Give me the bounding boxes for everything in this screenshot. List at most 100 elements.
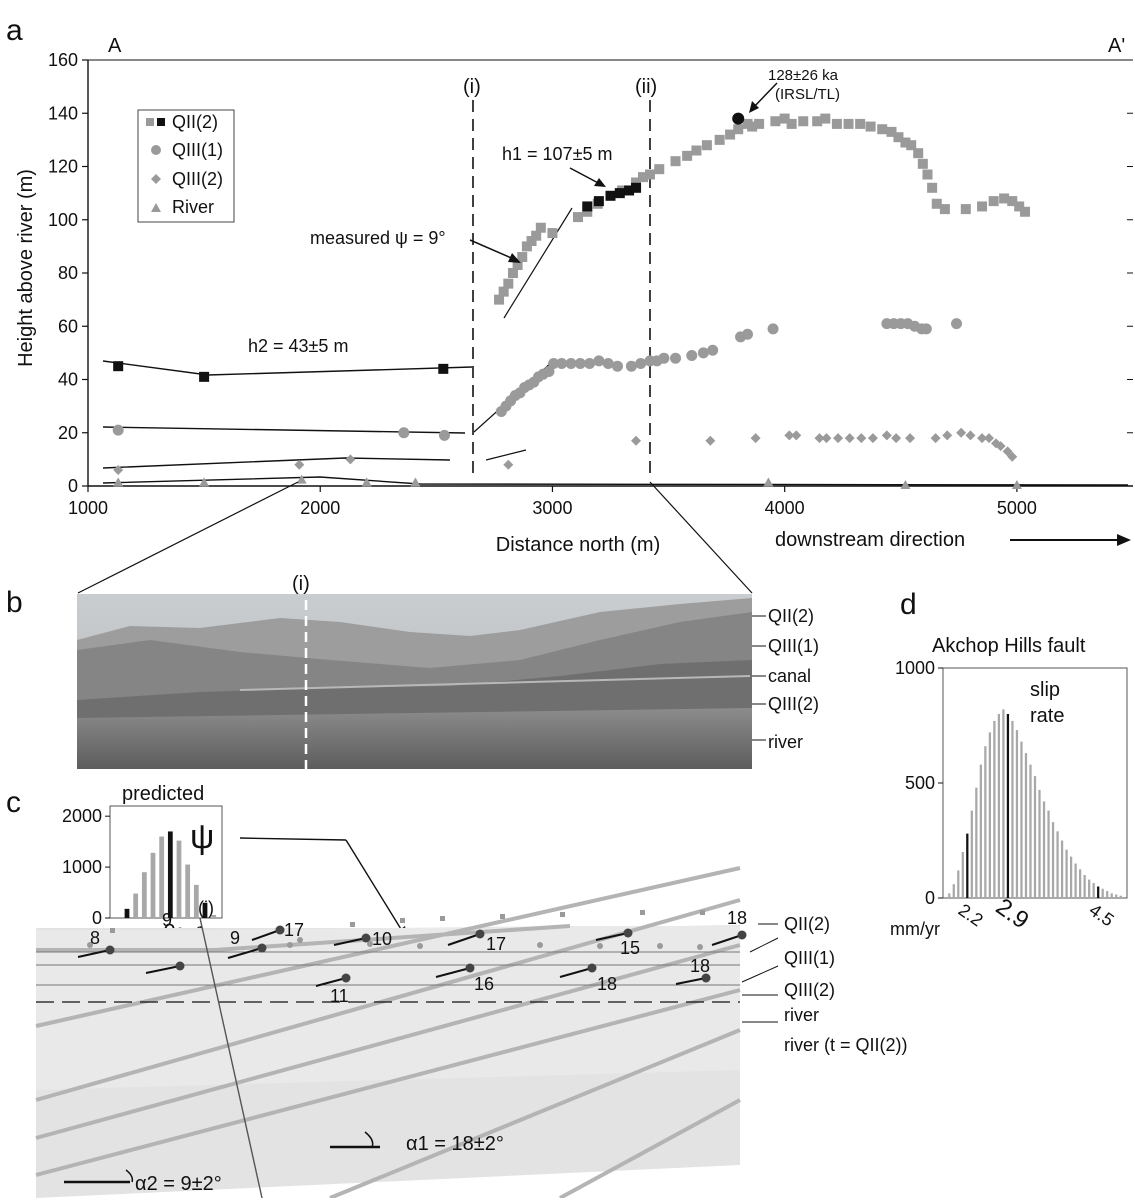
y-tick-label: 120 xyxy=(48,157,78,177)
h1-arrow-head xyxy=(594,178,606,187)
histogram-bar xyxy=(1029,764,1032,898)
histogram-bar xyxy=(1060,840,1064,898)
qii-2-point xyxy=(714,134,725,145)
qii-2-point xyxy=(913,148,924,159)
qiii-2-point xyxy=(844,433,855,444)
qiii-2-point xyxy=(977,433,988,444)
qii-2-point xyxy=(682,150,693,161)
qiii-2-point xyxy=(965,430,976,441)
psi-callout-line xyxy=(239,837,347,841)
histogram-bar xyxy=(1083,875,1086,898)
psi-segment-lower xyxy=(485,449,527,461)
qiii-1-point xyxy=(767,323,779,335)
age-arrow-head xyxy=(749,101,759,113)
landscape-photo xyxy=(77,594,752,769)
qiii-1-point xyxy=(593,355,605,367)
dip-markers xyxy=(77,910,747,987)
qiii-2-point xyxy=(821,433,832,444)
histogram-bar xyxy=(1042,801,1046,898)
histogram-bar xyxy=(970,810,973,898)
qiii-2-point xyxy=(750,433,761,444)
qii-2-point xyxy=(988,196,999,207)
dip-label: 11 xyxy=(330,986,349,1006)
128-26-ka-sample-point xyxy=(732,112,745,125)
qiii-1-point xyxy=(707,344,719,356)
legend-entry-river: River xyxy=(172,197,214,217)
age-arrow xyxy=(751,82,778,110)
qiii-1-point xyxy=(602,358,614,370)
legend: QII(2) QIII(1) QIII(2) River xyxy=(137,109,235,223)
dip-label: 18 xyxy=(690,956,710,976)
qii-2-point xyxy=(494,294,505,305)
h1-annotation: h1 = 107±5 m xyxy=(502,144,612,164)
corner-label-a-prime: A' xyxy=(1108,35,1125,57)
histogram-bar xyxy=(150,852,156,918)
qii-2-point xyxy=(877,124,888,135)
qiii-2-point xyxy=(867,433,878,444)
histogram-bar xyxy=(957,870,960,898)
y-tick-label: 100 xyxy=(48,210,78,230)
histogram-bar xyxy=(948,893,951,898)
histogram-bar xyxy=(1106,891,1109,898)
histogram-bar xyxy=(1056,831,1059,898)
histogram-bar xyxy=(185,864,191,918)
histogram-bar xyxy=(1065,849,1068,898)
qii-2-point xyxy=(779,113,790,124)
histogram-bar xyxy=(115,916,121,918)
histogram-bar xyxy=(167,831,173,918)
qii-2-point xyxy=(631,177,642,188)
qii-2-point xyxy=(521,241,532,252)
qii-2-point xyxy=(582,206,593,217)
qiii-2-point xyxy=(113,465,124,476)
histogram-bar xyxy=(133,893,139,918)
qiii-1-point xyxy=(548,358,560,370)
qii-2-point xyxy=(786,118,797,129)
river-point xyxy=(1011,480,1022,489)
qiii-2-point xyxy=(956,427,967,438)
qiii-2-point xyxy=(995,441,1006,452)
corner-label-a: A xyxy=(108,35,122,57)
histogram-bar xyxy=(1020,741,1023,898)
slip-rate-annotation-line2: rate xyxy=(1030,705,1064,727)
histogram-bar xyxy=(1097,886,1100,898)
histogram-bar xyxy=(1006,714,1010,898)
qiii-1-point xyxy=(574,358,586,370)
legend-entry-qiii1: QIII(1) xyxy=(172,140,223,160)
histogram-bar xyxy=(1110,893,1113,898)
legend-marker-qii2-gray xyxy=(146,118,154,126)
histogram-bar xyxy=(1079,869,1082,898)
histogram-bar xyxy=(141,872,147,918)
line-i-label: (i) xyxy=(463,76,481,98)
qii-2-point xyxy=(917,158,928,169)
qii2-fit-line xyxy=(102,360,473,376)
histogram-bar xyxy=(1069,856,1073,898)
histogram-bar xyxy=(1051,822,1055,898)
section-label-qiii2: QIII(2) xyxy=(784,980,835,1000)
river-point xyxy=(113,477,124,487)
qiii-2-point xyxy=(833,433,844,444)
qiii-1-point xyxy=(951,318,963,330)
y-tick-label: 140 xyxy=(48,103,78,123)
histogram-bar xyxy=(1038,789,1041,898)
terrace-profile-axes: 0 20 40 60 80 100 120 140 160 1000 2000 3000 4000 500… xyxy=(48,50,1133,518)
y-tick-label: 20 xyxy=(58,423,78,443)
section-tick-qiii2 xyxy=(741,965,779,983)
histogram-y-tick-label: 2000 xyxy=(62,806,102,826)
qiii-1-point xyxy=(611,360,623,372)
qiii-2-point xyxy=(984,433,995,444)
qiii2-fit-line xyxy=(102,457,451,469)
section-label-qiii1: QIII(1) xyxy=(784,948,835,968)
qii-2-point xyxy=(886,126,897,137)
histogram-bar xyxy=(966,833,969,898)
qii-2-point xyxy=(865,121,876,132)
panel-letter-a: a xyxy=(6,14,23,47)
histogram-bar xyxy=(1024,753,1028,898)
histogram-bar xyxy=(1011,720,1014,898)
section-tick-qiii1 xyxy=(749,937,779,953)
qii-2-point xyxy=(922,169,933,180)
y-tick-label: 80 xyxy=(58,263,78,283)
qii-2-point xyxy=(939,204,950,215)
dip-label: 17 xyxy=(486,934,506,954)
psi-callout-line-2 xyxy=(345,839,405,935)
qii-2-measured-point xyxy=(624,185,635,196)
